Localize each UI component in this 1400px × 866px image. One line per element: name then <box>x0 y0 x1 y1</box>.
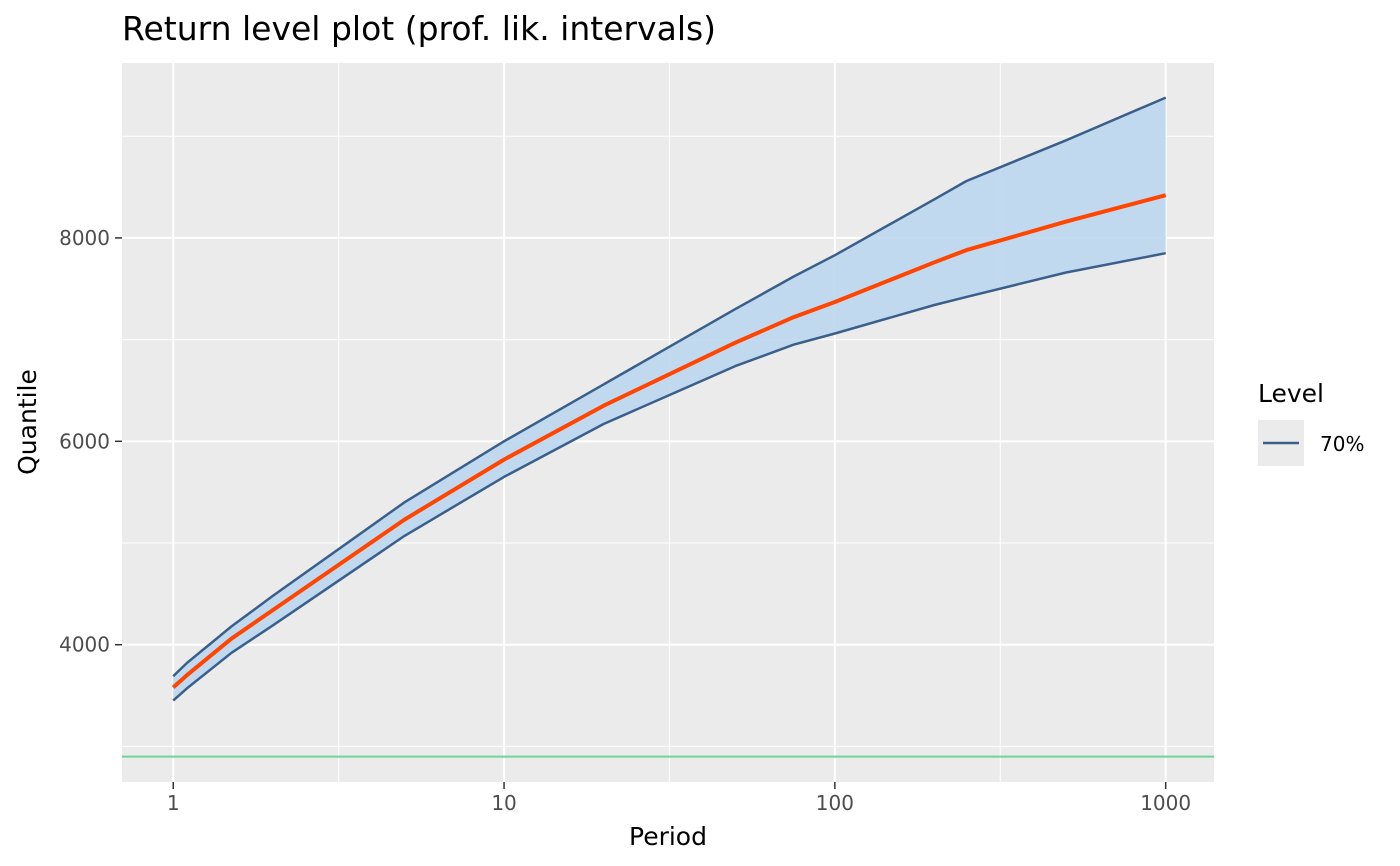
y-tick-label: 8000 <box>59 226 110 250</box>
y-axis-ticks: 4000 6000 8000 <box>59 226 122 657</box>
legend-title: Level <box>1258 379 1324 408</box>
series-lines <box>171 96 1167 702</box>
x-tick-label: 1000 <box>1140 791 1191 815</box>
y-axis-title: Quantile <box>13 369 42 475</box>
legend: Level 70% <box>1258 379 1364 466</box>
series-line-estimate <box>171 193 1167 689</box>
x-axis-title: Period <box>629 822 707 851</box>
series-line-lower <box>172 251 1166 702</box>
x-tick-label: 10 <box>491 791 516 815</box>
legend-label-70: 70% <box>1320 432 1364 456</box>
y-tick-label: 6000 <box>59 429 110 453</box>
chart-title: Return level plot (prof. lik. intervals) <box>122 9 716 48</box>
x-tick-label: 100 <box>816 791 854 815</box>
x-tick-label: 1 <box>167 791 180 815</box>
confidence-band <box>173 97 1166 701</box>
y-tick-label: 4000 <box>59 633 110 657</box>
series-line-upper <box>172 96 1167 678</box>
x-axis-ticks: 1 10 100 1000 <box>167 782 1191 815</box>
